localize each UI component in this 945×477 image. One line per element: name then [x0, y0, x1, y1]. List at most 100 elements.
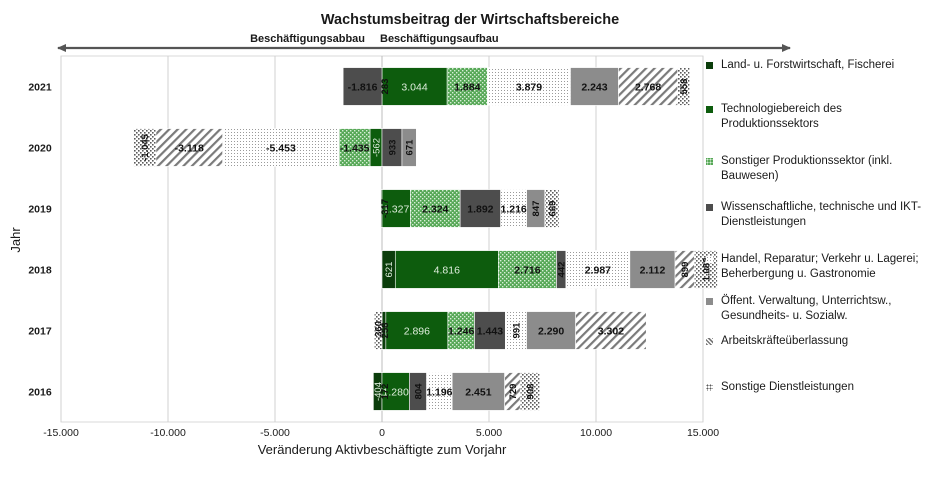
legend-item: Land- u. Forstwirtschaft, Fischerei [706, 58, 942, 73]
y-tick-label: 2016 [28, 387, 52, 399]
bar-value-label: 558 [679, 79, 690, 95]
bar-value-label: 172 [380, 384, 391, 400]
legend-swatch [706, 384, 713, 391]
bar-value-label: -404 [373, 382, 384, 401]
bar-value-label: 2.716 [514, 265, 540, 277]
bar-value-label: 2.987 [585, 265, 611, 277]
bars [133, 67, 718, 411]
bar-segment [133, 128, 157, 167]
x-tick-label: 15.000 [687, 427, 719, 439]
y-tick-label: 2019 [28, 204, 52, 216]
legend-swatch [706, 158, 713, 165]
bar-segment [498, 250, 557, 289]
bar-segment [155, 128, 223, 167]
bar-value-label: 258 [380, 323, 391, 339]
bar-value-label: 671 [405, 139, 416, 156]
chart-title: Wachstumsbeitrag der Wirtschaftsbereiche [321, 12, 619, 28]
bar-value-label: -360 [374, 321, 385, 340]
bar-segment [385, 311, 449, 350]
legend-item: Öffent. Verwaltung, Unterrichtsw., Gesun… [706, 294, 942, 324]
bar-labels: 3.044 1.884-1.816 3.879 2.243 2.768 558-562-1… [140, 79, 712, 401]
y-tick-label: 2021 [28, 82, 52, 94]
legend-item: Handel, Reparatur; Verkehr u. Lagerei; B… [706, 252, 942, 282]
legend-item: Sonstiger Produktionssektor (inkl. Bauwe… [706, 154, 942, 184]
bar-segment [618, 67, 679, 106]
bar-value-label: 2.768 [635, 82, 661, 94]
x-tick-label: 10.000 [580, 427, 612, 439]
legend-swatch [706, 338, 713, 345]
bar-value-label: 3.879 [516, 82, 542, 94]
x-tick-label: -15.000 [43, 427, 79, 439]
bar-value-label: 804 [413, 383, 424, 400]
bar-segment [487, 67, 571, 106]
bar-value-label: -3.118 [175, 143, 204, 155]
bar-value-label: 2.290 [538, 326, 564, 338]
bar-value-label: 1.082 [701, 258, 712, 282]
x-axis-label: Veränderung Aktivbeschäftigte zum Vorjah… [258, 442, 507, 457]
bar-segment [570, 67, 619, 106]
bar-segment [544, 189, 560, 228]
bar-value-label: 1.196 [426, 387, 452, 399]
legend-label: Sonstiger Produktionssektor (inkl. Bauwe… [721, 155, 893, 182]
y-tick-label: 2018 [28, 265, 52, 277]
bar-value-label: -1.816 [348, 82, 378, 94]
legend-swatch [706, 62, 713, 69]
bar-value-label: 1.216 [500, 204, 526, 216]
bar-value-label: 1.443 [477, 326, 503, 338]
bar-segment [451, 372, 505, 411]
bar-value-label: 621 [384, 262, 395, 278]
bar-segment [629, 250, 676, 289]
bar-value-label: 2.324 [422, 204, 448, 216]
bar-segment [381, 189, 411, 228]
bar-segment [677, 67, 690, 106]
bar-value-label: 847 [531, 201, 542, 217]
bar-value-label: 2.451 [465, 387, 491, 399]
legend-label: Öffent. Verwaltung, Unterrichtsw., Gesun… [721, 295, 892, 322]
bar-value-label: 899 [680, 262, 691, 278]
bar-value-label: 442 [557, 262, 568, 278]
legend-label: Arbeitskräfteüberlassung [721, 335, 849, 347]
bar-segment [575, 311, 647, 350]
bar-segment [373, 311, 383, 350]
y-axis-label: Jahr [8, 227, 23, 253]
legend-label: Wissenschaftliche, technische und IKT-Di… [721, 201, 922, 228]
bar-segment [500, 189, 527, 228]
legend-label: Technologiebereich des Produktionssektor… [721, 103, 842, 130]
legend-label: Handel, Reparatur; Verkehr u. Lagerei; B… [721, 253, 919, 280]
bar-segment [342, 67, 383, 106]
bar-value-label: 908 [525, 384, 536, 400]
legend-label: Sonstige Dienstleistungen [721, 381, 854, 393]
bar-value-label: 1.884 [454, 82, 480, 94]
bar-value-label: 1.327 [383, 204, 409, 216]
legend-swatch [706, 204, 713, 211]
bar-value-label: -5.453 [266, 143, 296, 155]
bar-value-label: 2.896 [404, 326, 430, 338]
arrow-right-label: Beschäftigungsaufbau [380, 33, 499, 45]
bar-segment [446, 67, 488, 106]
bar-value-label: 3.044 [401, 82, 427, 94]
bar-segment [401, 128, 417, 167]
bar-segment [338, 128, 371, 167]
bar-segment [222, 128, 340, 167]
bar-value-label: -1.045 [140, 133, 151, 161]
legend-swatch [706, 106, 713, 113]
gridlines [60, 56, 704, 422]
bar-value-label: 669 [547, 201, 558, 217]
y-tick-label: 2017 [28, 326, 52, 338]
arrow-left-label: Beschäftigungsabbau [250, 33, 365, 45]
x-tick-label: 5.000 [476, 427, 502, 439]
bar-value-label: 4.816 [434, 265, 460, 277]
bar-value-label: 283 [380, 79, 391, 95]
legend-swatch [706, 256, 713, 263]
bar-value-label: 729 [508, 384, 519, 400]
bar-segment [474, 311, 506, 350]
bar-value-label: 1.280 [383, 387, 409, 399]
x-axis-ticks: -15.000 -10.000 -5.000 0 5.000 10.000 15.000 [43, 427, 719, 439]
y-tick-label: 2020 [28, 143, 52, 155]
bar-segment [459, 189, 501, 228]
bar-segment [447, 311, 475, 350]
bar-segment [410, 189, 461, 228]
x-tick-label: -10.000 [150, 427, 186, 439]
bar-value-label: 933 [387, 140, 398, 156]
